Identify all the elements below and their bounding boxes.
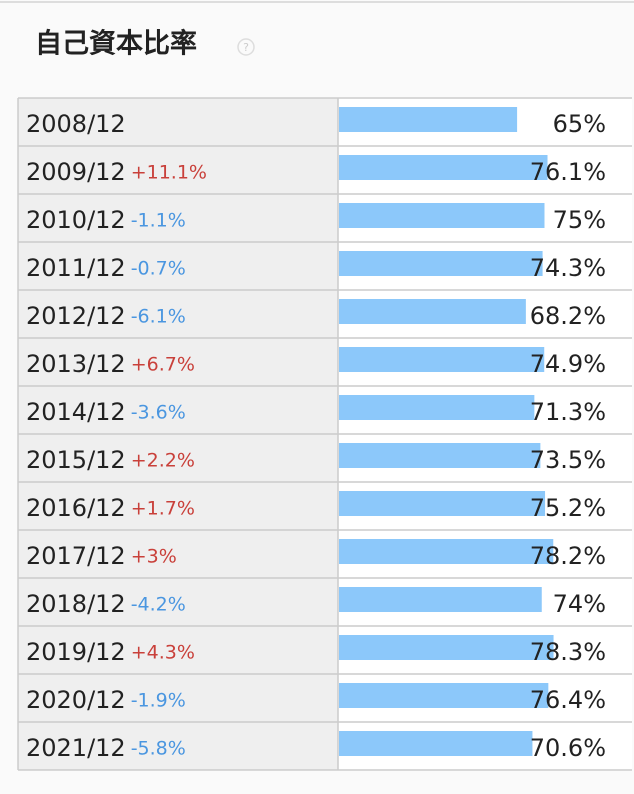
bar	[339, 347, 545, 372]
value-label: 71.3%	[530, 398, 606, 426]
value-label: 78.2%	[530, 542, 606, 570]
row-label: 2020/12	[26, 686, 126, 714]
row-label: 2008/12	[26, 110, 126, 138]
bar	[339, 683, 549, 708]
bar	[339, 587, 542, 612]
bar	[339, 251, 543, 276]
row-label: 2019/12	[26, 638, 126, 666]
row-label: 2017/12	[26, 542, 126, 570]
change-label: -5.8%	[131, 738, 186, 760]
change-label: -4.2%	[131, 594, 186, 616]
change-label: +3%	[131, 546, 177, 568]
bar	[339, 539, 554, 564]
row-label: 2012/12	[26, 302, 126, 330]
bar	[339, 635, 554, 660]
value-label: 78.3%	[530, 638, 606, 666]
row-label: 2015/12	[26, 446, 126, 474]
value-label: 70.6%	[530, 734, 606, 762]
value-label: 76.1%	[530, 158, 606, 186]
change-label: -6.1%	[131, 306, 186, 328]
value-label: 75.2%	[530, 494, 606, 522]
chart-title: 自己資本比率	[35, 28, 197, 60]
value-label: 68.2%	[530, 302, 606, 330]
value-label: 73.5%	[530, 446, 606, 474]
help-icon[interactable]	[237, 38, 255, 56]
change-label: -0.7%	[131, 258, 186, 280]
row-label: 2011/12	[26, 254, 126, 282]
change-label: +2.2%	[131, 450, 195, 472]
row-label: 2018/12	[26, 590, 126, 618]
value-label: 74%	[553, 590, 606, 618]
value-label: 76.4%	[530, 686, 606, 714]
row-label: 2016/12	[26, 494, 126, 522]
change-label: +4.3%	[131, 642, 195, 664]
help-icon-mark[interactable]: ?	[243, 41, 249, 54]
row-label: 2014/12	[26, 398, 126, 426]
bar	[339, 107, 518, 132]
value-label: 75%	[553, 206, 606, 234]
bar	[339, 395, 535, 420]
value-label: 65%	[553, 110, 606, 138]
bar	[339, 299, 526, 324]
change-label: +1.7%	[131, 498, 195, 520]
value-label: 74.3%	[530, 254, 606, 282]
bar	[339, 491, 546, 516]
change-label: +6.7%	[131, 354, 195, 376]
row-label: 2021/12	[26, 734, 126, 762]
bar	[339, 731, 533, 756]
change-label: +11.1%	[131, 162, 207, 184]
change-label: -3.6%	[131, 402, 186, 424]
row-label: 2009/12	[26, 158, 126, 186]
change-label: -1.1%	[131, 210, 186, 232]
bar	[339, 203, 545, 228]
change-label: -1.9%	[131, 690, 186, 712]
row-label: 2013/12	[26, 350, 126, 378]
bar	[339, 155, 548, 180]
bar	[339, 443, 541, 468]
row-label: 2010/12	[26, 206, 126, 234]
value-label: 74.9%	[530, 350, 606, 378]
